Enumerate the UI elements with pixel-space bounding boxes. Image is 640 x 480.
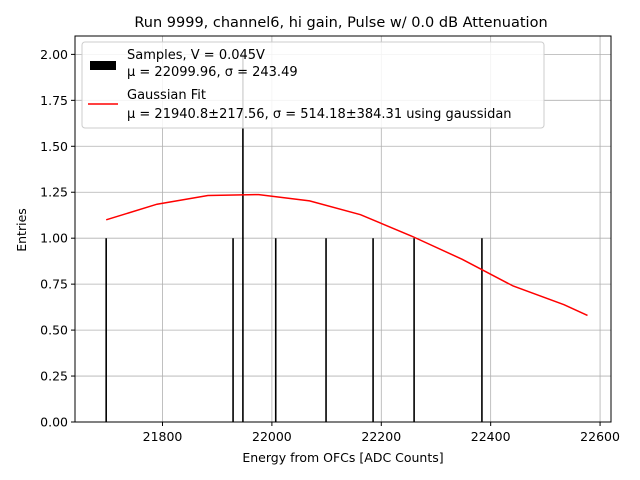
x-axis-ticks: 21800 22000 22200 22400 22600: [143, 422, 620, 444]
y-axis-label: Entries: [14, 208, 29, 252]
x-tick-label: 22000: [252, 429, 292, 444]
y-tick-label: 0.00: [40, 415, 68, 430]
x-tick-label: 21800: [143, 429, 183, 444]
legend: Samples, V = 0.045V μ = 22099.96, σ = 24…: [81, 41, 545, 129]
legend-samples-stats: μ = 22099.96, σ = 243.49: [127, 65, 298, 80]
gaussian-fit-line: [105, 193, 588, 317]
y-tick-label: 0.25: [40, 369, 68, 384]
y-tick-label: 1.25: [40, 185, 68, 200]
chart-title: Run 9999, channel6, hi gain, Pulse w/ 0.…: [134, 15, 547, 31]
legend-samples-label: Samples, V = 0.045V: [127, 48, 265, 63]
legend-fit-label: Gaussian Fit: [127, 88, 206, 103]
y-tick-label: 0.75: [40, 277, 68, 292]
plot-frame: [74, 35, 612, 423]
legend-box: [81, 41, 545, 129]
legend-fit-stats: μ = 21940.8±217.56, σ = 514.18±384.31 us…: [127, 107, 512, 122]
y-tick-label: 1.75: [40, 93, 68, 108]
y-tick-label: 1.00: [40, 231, 68, 246]
y-tick-label: 2.00: [40, 47, 68, 62]
x-tick-label: 22400: [471, 429, 511, 444]
legend-samples-swatch: [90, 61, 116, 70]
x-tick-label: 22200: [361, 429, 401, 444]
y-axis-ticks: 0.00 0.25 0.50 0.75 1.00 1.25 1.50 1.75 2.00: [40, 47, 75, 430]
y-tick-label: 1.50: [40, 139, 68, 154]
x-tick-label: 22600: [580, 429, 620, 444]
y-tick-label: 0.50: [40, 323, 68, 338]
x-axis-label: Energy from OFCs [ADC Counts]: [242, 450, 443, 465]
